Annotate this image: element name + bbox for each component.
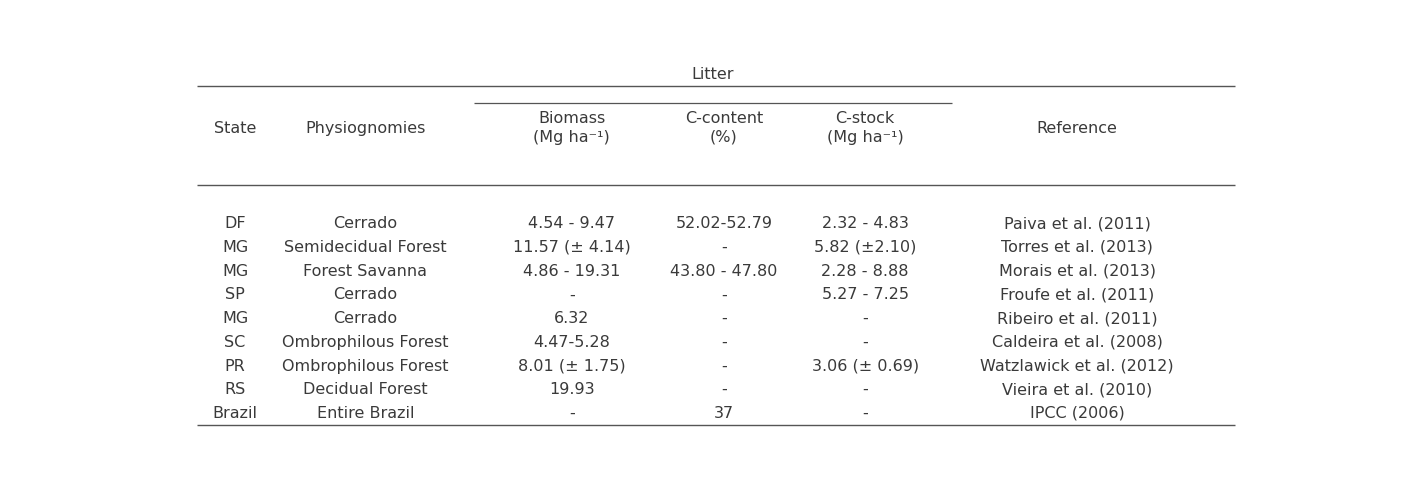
Text: Decidual Forest: Decidual Forest <box>303 382 428 397</box>
Text: MG: MG <box>222 240 248 255</box>
Text: -: - <box>721 311 726 326</box>
Text: MG: MG <box>222 311 248 326</box>
Text: 4.54 - 9.47: 4.54 - 9.47 <box>529 216 615 231</box>
Text: Reference: Reference <box>1036 120 1117 136</box>
Text: Ombrophilous Forest: Ombrophilous Forest <box>282 335 449 350</box>
Text: Cerrado: Cerrado <box>334 311 397 326</box>
Text: 52.02-52.79: 52.02-52.79 <box>676 216 773 231</box>
Text: 5.82 (±2.10): 5.82 (±2.10) <box>815 240 917 255</box>
Text: C-stock
(Mg ha⁻¹): C-stock (Mg ha⁻¹) <box>827 111 903 145</box>
Text: PR: PR <box>224 358 245 374</box>
Text: 5.27 - 7.25: 5.27 - 7.25 <box>822 288 908 302</box>
Text: 8.01 (± 1.75): 8.01 (± 1.75) <box>517 358 625 374</box>
Text: -: - <box>862 406 868 421</box>
Text: Froufe et al. (2011): Froufe et al. (2011) <box>1000 288 1154 302</box>
Text: -: - <box>721 240 726 255</box>
Text: -: - <box>569 288 575 302</box>
Text: 19.93: 19.93 <box>550 382 594 397</box>
Text: 3.06 (± 0.69): 3.06 (± 0.69) <box>812 358 918 374</box>
Text: Cerrado: Cerrado <box>334 288 397 302</box>
Text: SP: SP <box>226 288 245 302</box>
Text: SC: SC <box>224 335 245 350</box>
Text: -: - <box>569 406 575 421</box>
Text: Ombrophilous Forest: Ombrophilous Forest <box>282 358 449 374</box>
Text: 37: 37 <box>714 406 735 421</box>
Text: Cerrado: Cerrado <box>334 216 397 231</box>
Text: Brazil: Brazil <box>213 406 258 421</box>
Text: IPCC (2006): IPCC (2006) <box>1029 406 1124 421</box>
Text: Physiognomies: Physiognomies <box>306 120 426 136</box>
Text: -: - <box>721 335 726 350</box>
Text: -: - <box>862 311 868 326</box>
Text: MG: MG <box>222 264 248 279</box>
Text: Morais et al. (2013): Morais et al. (2013) <box>998 264 1155 279</box>
Text: 43.80 - 47.80: 43.80 - 47.80 <box>670 264 778 279</box>
Text: 6.32: 6.32 <box>554 311 589 326</box>
Text: 2.28 - 8.88: 2.28 - 8.88 <box>822 264 908 279</box>
Text: 11.57 (± 4.14): 11.57 (± 4.14) <box>513 240 631 255</box>
Text: State: State <box>215 120 257 136</box>
Text: Paiva et al. (2011): Paiva et al. (2011) <box>1004 216 1151 231</box>
Text: Biomass
(Mg ha⁻¹): Biomass (Mg ha⁻¹) <box>534 111 610 145</box>
Text: Ribeiro et al. (2011): Ribeiro et al. (2011) <box>997 311 1158 326</box>
Text: Entire Brazil: Entire Brazil <box>317 406 414 421</box>
Text: Watzlawick et al. (2012): Watzlawick et al. (2012) <box>980 358 1173 374</box>
Text: 4.86 - 19.31: 4.86 - 19.31 <box>523 264 621 279</box>
Text: 2.32 - 4.83: 2.32 - 4.83 <box>822 216 908 231</box>
Text: -: - <box>862 335 868 350</box>
Text: -: - <box>862 382 868 397</box>
Text: -: - <box>721 288 726 302</box>
Text: Torres et al. (2013): Torres et al. (2013) <box>1001 240 1152 255</box>
Text: Forest Savanna: Forest Savanna <box>303 264 428 279</box>
Text: Vieira et al. (2010): Vieira et al. (2010) <box>1002 382 1152 397</box>
Text: Litter: Litter <box>691 67 735 82</box>
Text: C-content
(%): C-content (%) <box>684 111 763 145</box>
Text: DF: DF <box>224 216 245 231</box>
Text: RS: RS <box>224 382 245 397</box>
Text: -: - <box>721 358 726 374</box>
Text: Semidecidual Forest: Semidecidual Forest <box>285 240 447 255</box>
Text: -: - <box>721 382 726 397</box>
Text: Caldeira et al. (2008): Caldeira et al. (2008) <box>991 335 1162 350</box>
Text: 4.47-5.28: 4.47-5.28 <box>533 335 610 350</box>
